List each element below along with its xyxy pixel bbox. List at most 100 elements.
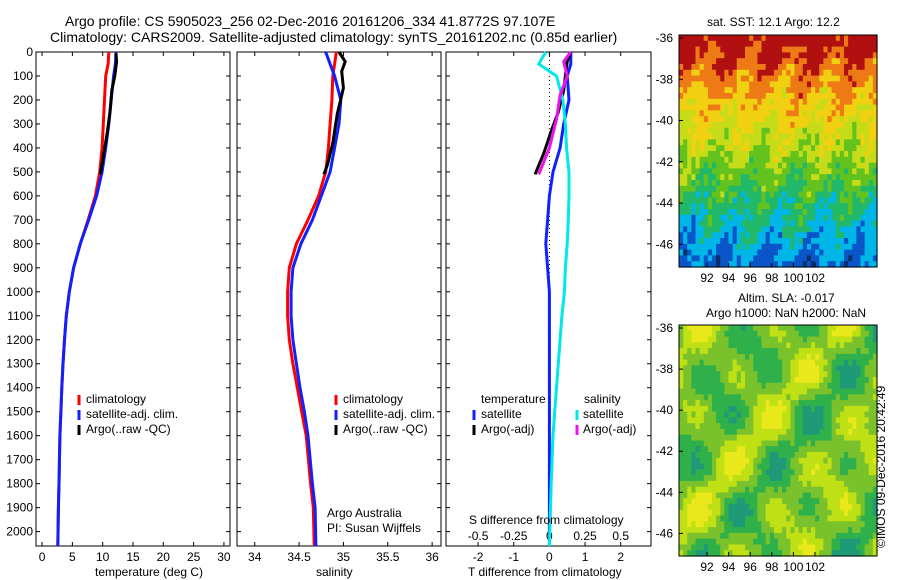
map-cell [798, 434, 804, 442]
map-cell [695, 498, 701, 505]
map-cell [827, 348, 833, 355]
map-cell [860, 69, 866, 77]
map-cell [872, 504, 878, 511]
map-cell [811, 255, 816, 262]
map-cell [848, 411, 853, 419]
map-cell [712, 527, 717, 534]
map-cell [773, 440, 779, 447]
map-cell [852, 249, 857, 256]
map-cell [736, 191, 742, 198]
legend-label: Argo(..raw -QC) [343, 422, 428, 436]
map-cell [839, 243, 845, 251]
map-cell [823, 81, 829, 88]
map-cell [687, 203, 692, 210]
map-cell [703, 457, 709, 465]
map-cell [769, 180, 775, 187]
map-cell [699, 532, 705, 540]
map-cell [806, 325, 812, 332]
map-cell [753, 498, 758, 505]
map-cell [802, 480, 808, 488]
map-cell [699, 452, 705, 459]
map-cell [757, 46, 763, 53]
map-cell [790, 139, 796, 146]
map-cell [860, 133, 866, 140]
map-cell [798, 486, 804, 494]
map-cell [699, 243, 705, 251]
map-cell [844, 261, 849, 268]
map-cell [811, 405, 816, 413]
map-cell [839, 133, 845, 140]
map-cell [856, 365, 862, 372]
map-cell [728, 411, 734, 419]
map-cell [852, 411, 857, 419]
map-cell [707, 133, 713, 140]
map-cell [848, 382, 853, 390]
map-cell [782, 388, 787, 395]
map-cell [687, 423, 692, 430]
map-cell [724, 98, 730, 106]
map-cell [811, 365, 816, 372]
map-cell [695, 162, 701, 169]
map-cell [724, 174, 730, 181]
map-cell [798, 359, 804, 367]
map-cell [844, 376, 849, 384]
map-cell [683, 463, 688, 470]
map-cell [868, 371, 874, 378]
map-cell [699, 394, 705, 401]
map-cell [872, 151, 878, 158]
map-cell [844, 87, 849, 94]
map-cell [831, 185, 837, 193]
map-cell [860, 371, 866, 378]
map-cell [864, 168, 870, 175]
map-cell [716, 509, 721, 517]
map-cell [864, 544, 870, 551]
map-cell [757, 463, 763, 470]
map-cell [712, 371, 717, 378]
map-cell [827, 127, 833, 135]
map-cell [827, 226, 833, 233]
map-cell [679, 214, 684, 222]
map-cell [736, 220, 742, 227]
map-cell [815, 544, 820, 551]
map-cell [778, 104, 783, 111]
map-cell [811, 521, 816, 528]
map-cell [712, 52, 717, 59]
map-cell [745, 139, 750, 146]
map-cell [827, 492, 833, 499]
map-cell [806, 261, 812, 268]
map-cell [732, 243, 738, 251]
map-cell [823, 504, 829, 511]
map-cell [695, 492, 701, 499]
map-cell [769, 388, 775, 395]
map-cell [831, 168, 837, 175]
map-cell [732, 214, 738, 222]
map-cell [749, 423, 754, 430]
map-cell [819, 185, 824, 193]
map-cell [773, 509, 779, 517]
map-cell [749, 509, 754, 517]
map-cell [852, 58, 857, 65]
map-cell [707, 40, 713, 48]
map-cell [691, 139, 697, 146]
map-cell [765, 486, 771, 494]
map-x-tick-label: 98 [765, 560, 779, 574]
map-cell [819, 544, 824, 551]
map-cell [691, 342, 697, 349]
map-cell [819, 509, 824, 517]
map-cell [732, 249, 738, 256]
map-cell [736, 93, 742, 100]
map-cell [720, 35, 725, 42]
map-cell [732, 359, 738, 367]
map-cell [687, 156, 692, 164]
map-cell [815, 353, 820, 361]
map-cell [848, 428, 853, 436]
map-cell [815, 249, 820, 256]
map-cell [798, 469, 804, 476]
map-cell [839, 405, 845, 413]
map-cell [724, 405, 730, 413]
map-cell [757, 174, 763, 181]
map-cell [773, 35, 779, 42]
map-cell [716, 238, 721, 245]
map-cell [695, 58, 701, 65]
map-cell [761, 197, 767, 204]
